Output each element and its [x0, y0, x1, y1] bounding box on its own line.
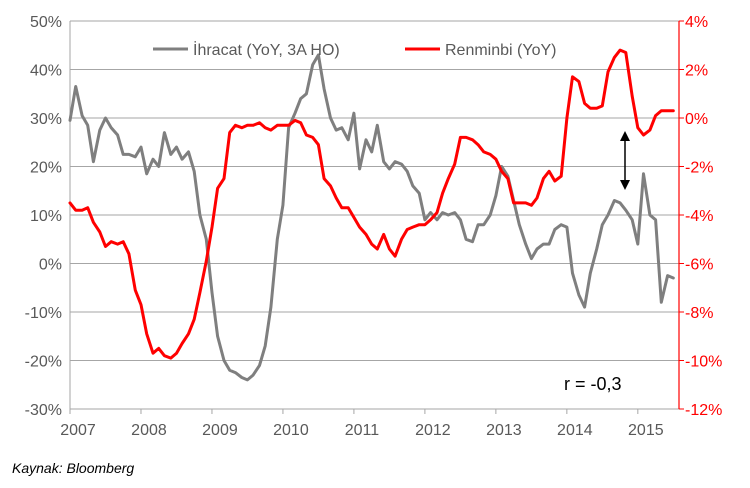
x-tick-label: 2014 [557, 422, 593, 439]
right-tick-label: -4% [685, 208, 713, 225]
legend: İhracat (YoY, 3A HO) Renminbi (YoY) [153, 40, 556, 59]
x-axis-ticks: 2007 2008 2009 2010 2011 2012 2013 2014 2015 [60, 409, 664, 439]
x-tick-label: 2009 [202, 422, 238, 439]
right-tick-label: -12% [685, 402, 722, 419]
double-arrow-annotation [620, 131, 630, 190]
left-tick-label: 30% [30, 111, 62, 128]
right-axis-ticks: -12% -10% -8% -6% -4% -2% 0% 2% 4% [679, 14, 722, 419]
x-tick-label: 2010 [273, 422, 309, 439]
gridlines [70, 20, 679, 361]
right-tick-label: 4% [685, 14, 708, 31]
series-line-ihracat [68, 53, 675, 382]
left-tick-label: -10% [25, 305, 62, 322]
right-tick-label: -10% [685, 354, 722, 371]
left-tick-label: 0% [39, 257, 62, 274]
legend-label: İhracat (YoY, 3A HO) [193, 40, 340, 59]
left-tick-label: 20% [30, 160, 62, 177]
series-line-renminbi [68, 48, 675, 360]
legend-label: Renminbi (YoY) [445, 42, 556, 59]
x-tick-label: 2012 [415, 422, 451, 439]
x-tick-label: 2007 [60, 422, 96, 439]
source-note: Kaynak: Bloomberg [12, 460, 135, 476]
left-tick-label: -30% [25, 402, 62, 419]
right-tick-label: -6% [685, 257, 713, 274]
correlation-annotation: r = -0,3 [564, 374, 622, 394]
left-tick-label: 50% [30, 14, 62, 31]
arrow-head-up [620, 131, 630, 141]
left-tick-label: 40% [30, 63, 62, 80]
right-tick-label: 2% [685, 63, 708, 80]
right-tick-label: -8% [685, 305, 713, 322]
x-tick-label: 2011 [345, 422, 380, 439]
left-tick-label: -20% [25, 354, 62, 371]
arrow-head-down [620, 180, 630, 190]
left-axis-ticks: -30% -20% -10% 0% 10% 20% 30% 40% 50% [25, 14, 62, 419]
right-tick-label: -2% [685, 160, 713, 177]
right-tick-label: 0% [685, 111, 708, 128]
series-lines [68, 48, 675, 382]
x-tick-label: 2008 [131, 422, 167, 439]
x-tick-label: 2013 [486, 422, 522, 439]
x-tick-label: 2015 [628, 422, 664, 439]
left-tick-label: 10% [30, 208, 62, 225]
